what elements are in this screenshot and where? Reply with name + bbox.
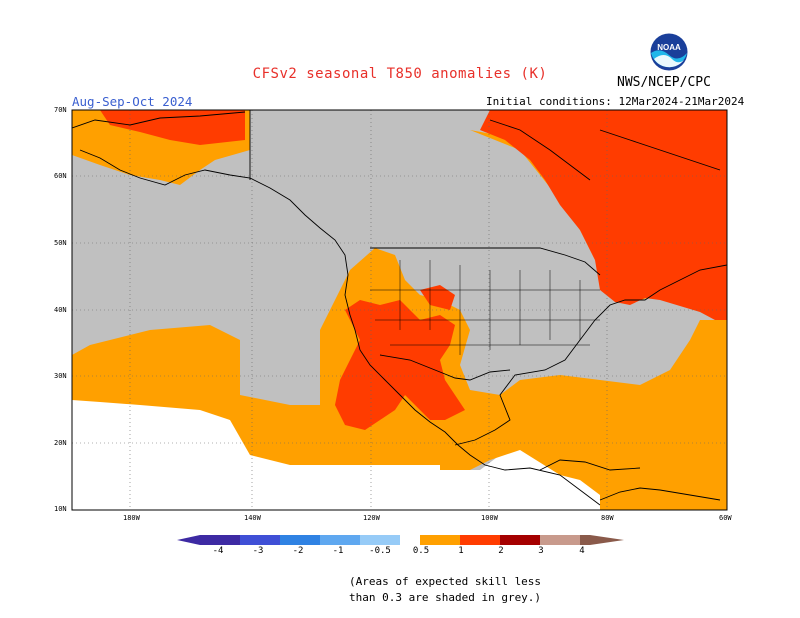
red-alaska-north (100, 110, 245, 145)
skill-note-line2: than 0.3 are shaded in grey.) (349, 591, 542, 604)
colorbar-label: 4 (579, 546, 585, 556)
initial-conditions: Initial conditions: 12Mar2024-21Mar2024 (486, 95, 745, 108)
chart-title: CFSv2 seasonal T850 anomalies (K) (252, 66, 548, 82)
red-four-corners (420, 285, 455, 310)
lat-label: 20N (54, 439, 67, 447)
agency-label: NWS/NCEP/CPC (617, 75, 711, 90)
state-borders (370, 260, 600, 355)
colorbar-label: -0.5 (369, 546, 391, 556)
colorbar (177, 535, 624, 545)
colorbar-left-arrow (177, 535, 200, 545)
lon-label: 180W (123, 514, 140, 522)
lon-label: 100W (481, 514, 498, 522)
lat-label: 40N (54, 306, 67, 314)
graticule (72, 110, 727, 510)
svg-text:NOAA: NOAA (657, 43, 681, 52)
colorbar-label: 0.5 (412, 546, 430, 556)
colorbar-label: 3 (538, 546, 544, 556)
lat-label: 60N (54, 172, 67, 180)
map-frame (71, 109, 728, 511)
lon-label: 60W (719, 514, 732, 522)
skill-note-line1: (Areas of expected skill less (349, 575, 542, 588)
season-label: Aug-Sep-Oct 2024 (72, 94, 193, 109)
colorbar-label: 1 (458, 546, 464, 556)
lon-label: 120W (363, 514, 380, 522)
colorbar-label: -4 (212, 546, 224, 556)
red-west-us (335, 300, 465, 430)
colorbar-label: -2 (292, 546, 304, 556)
colorbar-label: 2 (498, 546, 504, 556)
noaa-logo: NOAA (650, 33, 688, 71)
colorbar-label: -3 (252, 546, 264, 556)
lon-label: 80W (601, 514, 614, 522)
red-canada-east (480, 110, 727, 320)
colorbar-right-arrow (590, 535, 624, 545)
lat-label: 30N (54, 372, 67, 380)
colorbar-label: -1 (332, 546, 344, 556)
lat-label: 50N (54, 239, 67, 247)
lon-label: 140W (244, 514, 261, 522)
lat-label: 70N (54, 106, 67, 114)
lat-label: 10N (54, 505, 67, 513)
